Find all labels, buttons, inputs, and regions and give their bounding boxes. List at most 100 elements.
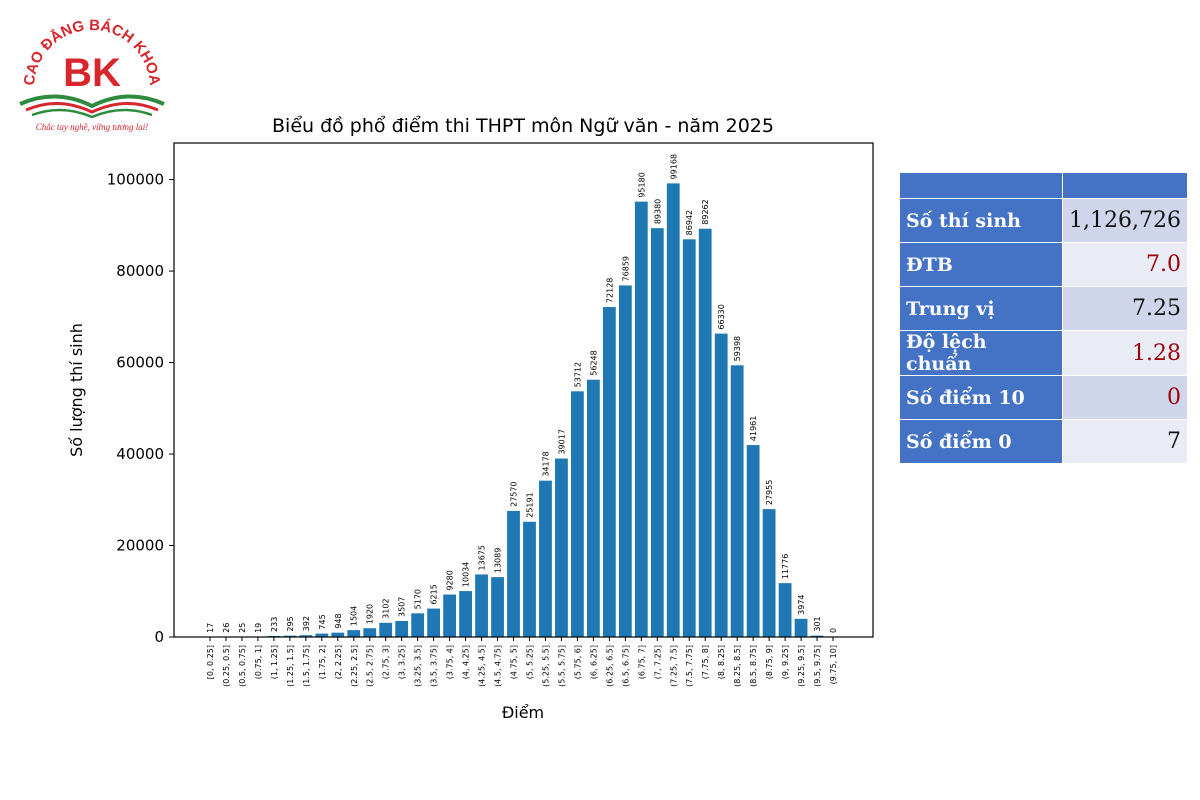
x-tick-label: (6.75, 7] (637, 645, 646, 679)
bar-value-label: 89380 (653, 199, 662, 224)
bar (427, 608, 441, 637)
bar-value-label: 95180 (637, 172, 646, 197)
stats-label: Số điểm 10 (898, 375, 1064, 420)
bar-value-label: 745 (318, 614, 327, 629)
x-tick-label: (2, 2.25] (334, 645, 343, 679)
bar-value-label: 27955 (765, 480, 774, 505)
stats-row-score-0: Số điểm 0 7 (898, 419, 1188, 464)
bar-value-label: 41961 (749, 416, 758, 441)
bar-value-label: 233 (270, 617, 279, 632)
bar-value-label: 53712 (573, 362, 582, 387)
stats-row-stddev: Độ lệch chuẩn 1.28 (898, 330, 1188, 376)
x-tick-label: (7.25, 7.5] (669, 645, 678, 687)
stats-row-average: ĐTB 7.0 (898, 242, 1188, 287)
x-tick-label: (5, 5.25] (525, 645, 534, 679)
bar-value-label: 948 (334, 613, 343, 628)
bar-value-label: 13675 (478, 545, 487, 570)
bar-value-label: 17 (206, 623, 215, 633)
stats-header-row (898, 172, 1188, 199)
bar-value-label: 19 (254, 623, 263, 633)
chart-title: Biểu đồ phổ điểm thi THPT môn Ngữ văn - … (272, 115, 774, 137)
x-tick-label: (0.5, 0.75] (238, 645, 247, 687)
bar-value-label: 25 (238, 623, 247, 633)
bars-group (203, 183, 824, 638)
bar (507, 510, 520, 637)
bar-value-label: 3507 (398, 597, 407, 617)
bar (778, 583, 792, 637)
logo-slogan: Chắc tay nghề, vững tương lai! (36, 122, 149, 132)
bar (810, 635, 824, 637)
bar-value-label: 39017 (557, 429, 566, 454)
x-axis: [0, 0.25] (0.25, 0.5] (0.5, 0.75] (0.75, 1]… (206, 637, 838, 687)
bar-value-label: 25191 (525, 492, 534, 517)
x-tick-label: (7.75, 8] (701, 645, 710, 679)
bar (475, 574, 488, 637)
bar-value-label: 86942 (685, 210, 694, 235)
stats-label: Trung vị (898, 286, 1064, 331)
bk-logo: CAO ĐẲNG BÁCH KHOA BK Chắc tay nghề, vữn… (19, 18, 165, 132)
bar (459, 591, 472, 637)
bar (315, 633, 329, 637)
x-tick-label: (1.75, 2] (318, 645, 327, 679)
bar (650, 228, 664, 638)
x-tick-label: (5.5, 5.75] (557, 645, 566, 687)
x-tick-label: (6.25, 6.5] (605, 645, 614, 687)
stats-row-median: Trung vị 7.25 (898, 286, 1188, 331)
bar-value-label: 27570 (510, 481, 519, 506)
stats-header-cell (1062, 172, 1188, 199)
bar (682, 239, 696, 637)
x-tick-label: (2.75, 3] (382, 645, 391, 679)
y-axis: 0 20000 40000 60000 80000 100000 (107, 171, 174, 646)
x-tick-label: (9.25, 9.5] (797, 645, 806, 687)
bar-value-label: 99168 (669, 154, 678, 179)
x-tick-label: (8, 8.25] (717, 645, 726, 679)
y-tick-label: 80000 (116, 262, 164, 280)
x-tick-label: (4.75, 5] (510, 645, 519, 679)
stats-value: 0 (1062, 375, 1188, 420)
stats-value: 1.28 (1062, 330, 1188, 376)
bar (571, 391, 584, 637)
x-tick-label: (8.5, 8.75] (749, 645, 758, 687)
x-tick-label: (0.25, 0.5] (222, 645, 231, 687)
bar (666, 183, 680, 637)
x-tick-label: (2.5, 2.75] (366, 645, 375, 687)
x-tick-label: (6.5, 6.75] (621, 645, 630, 687)
stats-label: Độ lệch chuẩn (898, 330, 1064, 376)
bar (443, 594, 457, 637)
bar-value-label: 72128 (605, 278, 614, 303)
bar (698, 228, 712, 637)
x-tick-label: (4, 4.25] (462, 645, 471, 679)
bar-value-label: 1920 (366, 604, 375, 624)
bar (634, 201, 648, 637)
bar (586, 379, 600, 637)
bar (555, 458, 568, 637)
stats-row-score-10: Số điểm 10 0 (898, 375, 1188, 420)
bar-value-label: 301 (813, 616, 822, 631)
bar-value-label: 66330 (717, 304, 726, 329)
x-tick-label: (8.25, 8.5] (733, 645, 742, 687)
bar (618, 285, 632, 637)
bar (395, 620, 409, 637)
x-tick-label: (4.5, 4.75] (494, 645, 503, 687)
bar-value-label: 6215 (430, 584, 439, 604)
bar-value-label: 295 (286, 616, 295, 631)
bar (523, 521, 536, 637)
bar-value-label: 0 (829, 628, 838, 633)
stats-row-candidates: Số thí sinh 1,126,726 (898, 198, 1188, 243)
bar-value-label: 13089 (494, 548, 503, 573)
x-axis-label: Điểm (502, 703, 544, 722)
bar (491, 577, 504, 637)
x-tick-label: (6, 6.25] (589, 645, 598, 679)
x-tick-label: (7, 7.25] (653, 645, 662, 679)
bar (762, 509, 776, 637)
stats-header-cell (898, 172, 1064, 199)
bar-value-label: 11776 (781, 554, 790, 579)
stats-label: Số điểm 0 (898, 419, 1064, 464)
bar-value-label: 1504 (350, 606, 359, 626)
bar-value-label: 34178 (541, 451, 550, 476)
x-tick-label: (8.75, 9] (765, 645, 774, 679)
bar (331, 632, 345, 637)
bar-value-label: 3102 (382, 598, 391, 618)
y-axis-label: Số lượng thí sinh (67, 323, 86, 457)
bar-value-label: 26 (222, 623, 231, 633)
